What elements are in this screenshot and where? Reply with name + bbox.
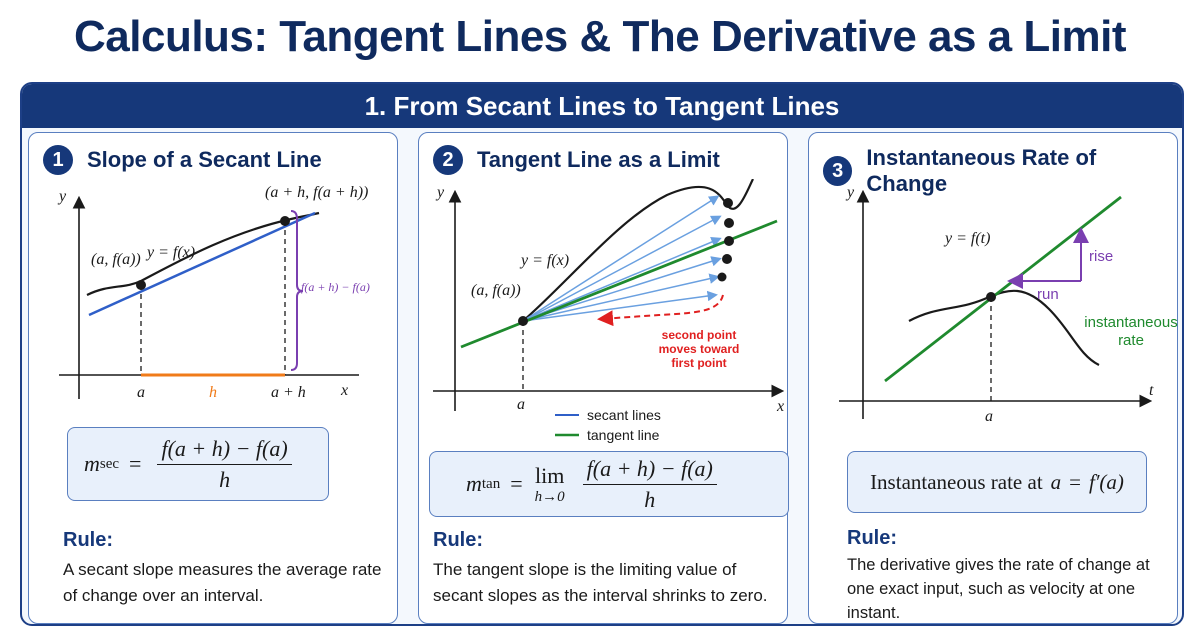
vertical-diff-label: f(a + h) − f(a) [301, 280, 370, 294]
inst-rate-label-line-1: instantaneous [1084, 314, 1177, 331]
panel-tangent-limit: 2 Tangent Line as a Limit y x [418, 132, 789, 624]
secant-line [88, 211, 316, 317]
moving-point-4 [722, 254, 732, 264]
formula-lhs: m [84, 451, 100, 476]
point-a-label: (a, f(a)) [91, 251, 141, 268]
tick-a-label: a [985, 408, 993, 425]
formula-equals: = [510, 471, 523, 496]
formula-subscript: sec [99, 455, 120, 472]
rule-heading: Rule: [847, 527, 897, 549]
formula-text: Instantaneous rate at [870, 469, 1043, 494]
annotation-line-2: moves toward [659, 342, 740, 356]
panel-title: Slope of a Secant Line [87, 147, 322, 172]
tangent-slope-formula: m tan = lim h→0 f(a + h) − f(a) h [429, 451, 789, 517]
y-axis-label: y [57, 188, 67, 205]
secant-line-3 [522, 237, 722, 322]
secant-diagram: y x y = f(x) (a, f(a)) (a + h, f(a + h))… [57, 184, 370, 401]
inst-rate-label-line-2: rate [1118, 332, 1144, 349]
y-axis-label: y [435, 184, 445, 201]
rise-label: rise [1089, 248, 1113, 265]
x-axis-label: t [1149, 382, 1154, 399]
curve-label: y = f(x) [145, 244, 195, 261]
formula-fraction: f(a + h) − f(a) h [157, 436, 292, 493]
approach-arrow [597, 294, 724, 327]
curve-label: y = f(t) [943, 230, 990, 247]
panel-secant: 1 Slope of a Secant Line y x y = f(x) (a… [28, 132, 398, 624]
main-frame: 1. From Secant Lines to Tangent Lines 1 … [20, 82, 1184, 626]
tick-ah-label: a + h [271, 384, 306, 401]
secant-line-6 [522, 290, 718, 322]
moving-point-1 [723, 198, 733, 208]
panel-title: Tangent Line as a Limit [477, 147, 720, 172]
panel-header: 3 Instantaneous Rate of Change [823, 145, 1177, 197]
y-axis-label: y [845, 184, 855, 201]
secant-line-2 [522, 215, 722, 322]
formula-var: a [1050, 469, 1062, 494]
function-curve [522, 179, 754, 322]
tick-h-label: h [209, 384, 217, 401]
x-axis-label: x [776, 398, 784, 415]
secant-line-1 [522, 195, 720, 322]
point-a [136, 280, 146, 290]
run-label: run [1037, 286, 1059, 303]
formula-numerator: f(a + h) − f(a) [582, 456, 717, 485]
formula-equals: = [129, 451, 142, 476]
formula-lim: lim [534, 462, 565, 488]
formula-lhs: m [466, 471, 482, 496]
panel-number-badge: 3 [823, 156, 853, 186]
point-ah [280, 216, 290, 226]
legend-secant-label: secant lines [587, 407, 661, 423]
secant-line-5 [522, 273, 720, 322]
formula-fraction: f(a + h) − f(a) h [582, 456, 717, 513]
tick-a-label: a [137, 384, 145, 401]
point-a-label: (a, f(a)) [471, 282, 521, 299]
tick-a-label: a [517, 396, 525, 413]
secant-slope-formula: m sec = f(a + h) − f(a) h [67, 427, 329, 501]
curve-label: y = f(x) [519, 252, 569, 269]
point-a [986, 292, 996, 302]
point-ah-label: (a + h, f(a + h)) [265, 184, 368, 201]
formula-limit: lim h→0 [535, 463, 565, 506]
vertical-difference-brace [290, 210, 304, 371]
rule-text: The derivative gives the rate of change … [847, 556, 1150, 622]
annotation-line-1: second point [662, 328, 737, 342]
function-curve [86, 211, 320, 296]
formula-equals: = [1069, 469, 1081, 494]
rule-text: A secant slope measures the average rate… [63, 560, 382, 605]
instantaneous-rate-formula: Instantaneous rate at a = f′(a) [847, 451, 1147, 513]
panel-header: 2 Tangent Line as a Limit [433, 145, 720, 175]
panel-header: 1 Slope of a Secant Line [43, 145, 322, 175]
formula-denominator: h [644, 486, 656, 512]
formula-subscript: tan [481, 475, 501, 492]
section-banner: 1. From Secant Lines to Tangent Lines [22, 84, 1182, 128]
moving-point-2 [724, 218, 734, 228]
formula-rhs: f′(a) [1089, 469, 1124, 494]
function-curve [908, 289, 1100, 366]
moving-point-5 [717, 272, 727, 282]
legend-tangent-label: tangent line [587, 427, 660, 443]
panel-number-badge: 1 [43, 145, 73, 175]
x-axis-label: x [340, 382, 348, 399]
rule-text: The tangent slope is the limiting value … [433, 560, 768, 605]
page-title: Calculus: Tangent Lines & The Derivative… [74, 12, 1126, 61]
formula-numerator: f(a + h) − f(a) [157, 436, 292, 465]
rule-heading: Rule: [433, 529, 483, 551]
annotation-line-3: first point [671, 356, 726, 370]
formula-denominator: h [219, 466, 231, 492]
instantaneous-rate-diagram: y t rise run y = f(t) instantaneous rate… [839, 184, 1178, 425]
moving-point-3 [724, 236, 734, 246]
formula-lim-subscript: h→0 [534, 488, 565, 505]
rule-heading: Rule: [63, 529, 113, 551]
panel-instantaneous-rate: 3 Instantaneous Rate of Change y t ris [808, 132, 1178, 624]
panel-title: Instantaneous Rate of Change [866, 145, 1097, 196]
tangent-limit-diagram: y x y = f(x) (a, f(a)) a second point mo… [433, 179, 785, 443]
panel-number-badge: 2 [433, 145, 463, 175]
